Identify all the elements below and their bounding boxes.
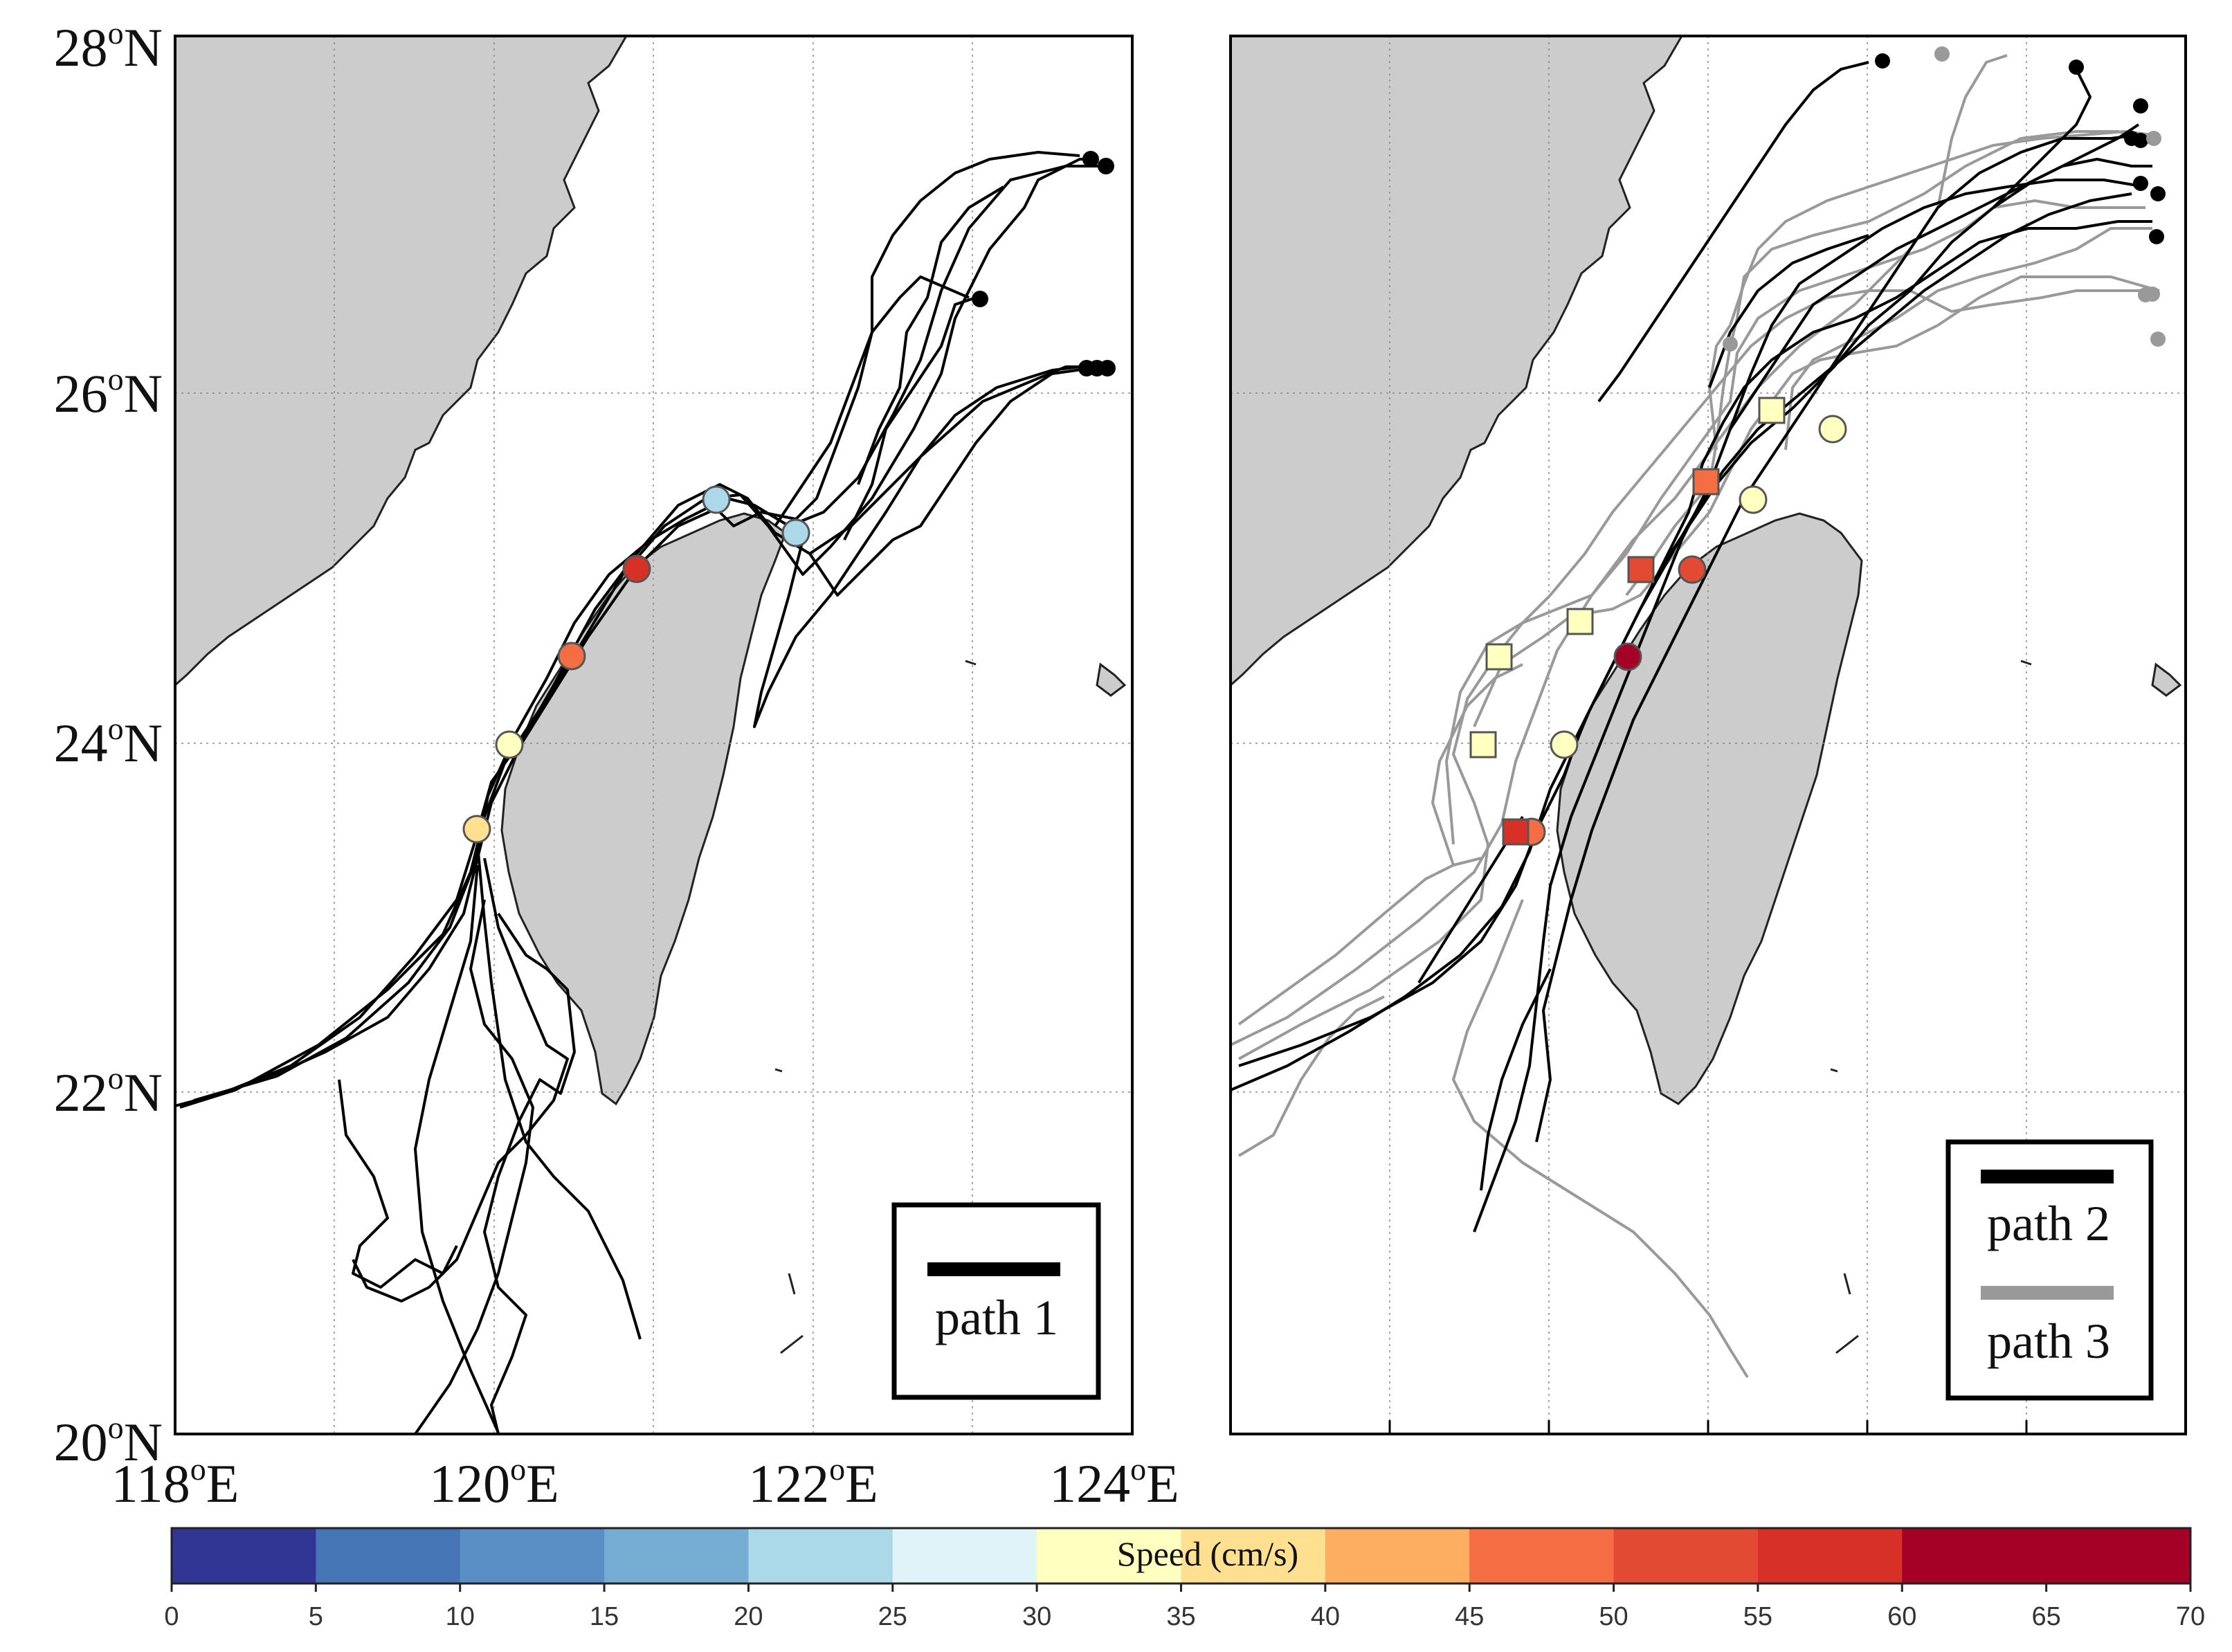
left-map-panel: path 1 bbox=[174, 35, 1134, 1435]
colorbar-tick-label: 5 bbox=[309, 1602, 323, 1631]
speed-marker bbox=[1613, 642, 1642, 671]
right-mainland-land bbox=[1231, 36, 1683, 687]
speed-colorbar: Speed (cm/s) 0 5 10 15 20 25 30 35 40 45 50 55 60 65 7… bbox=[164, 1527, 2205, 1631]
left-path1-trajectories bbox=[175, 151, 1101, 1434]
colorbar-segment bbox=[460, 1528, 605, 1583]
lat-tick-22: 22oN bbox=[54, 1060, 163, 1123]
latitude-axis-labels: 28oN 26oN 24oN 22oN 20oN bbox=[54, 15, 163, 1472]
lon-tick-122: 122oE bbox=[748, 1451, 878, 1514]
speed-marker bbox=[1485, 643, 1513, 671]
speed-marker bbox=[1502, 818, 1530, 846]
colorbar-segments bbox=[172, 1528, 2191, 1583]
right-speed-markers bbox=[1469, 397, 1847, 846]
colorbar-tick-label: 65 bbox=[2032, 1602, 2061, 1631]
right-legend: path 2 path 3 bbox=[1945, 1139, 2154, 1401]
speed-marker bbox=[1469, 731, 1497, 759]
colorbar-tick-label: 50 bbox=[1599, 1602, 1628, 1631]
speed-marker bbox=[557, 642, 586, 671]
right-map-panel: path 2 path 3 bbox=[1229, 35, 2187, 1435]
lat-tick-28: 28oN bbox=[54, 15, 163, 78]
lat-tick-24: 24oN bbox=[54, 711, 163, 773]
legend-label-path3: path 3 bbox=[1987, 1314, 2110, 1369]
speed-marker bbox=[781, 518, 810, 547]
speed-marker bbox=[495, 730, 524, 759]
right-islets bbox=[1830, 660, 2032, 1354]
speed-marker bbox=[622, 554, 651, 583]
speed-marker bbox=[1627, 556, 1655, 583]
colorbar-segment bbox=[1469, 1528, 1615, 1583]
colorbar-segment bbox=[2046, 1528, 2191, 1583]
colorbar-tick-label: 15 bbox=[590, 1602, 619, 1631]
speed-marker bbox=[462, 815, 491, 844]
colorbar-ticks: 0 5 10 15 20 25 30 35 40 45 50 55 60 65 70 bbox=[164, 1583, 2205, 1631]
speed-marker bbox=[1758, 397, 1786, 424]
left-islets bbox=[774, 660, 977, 1354]
left-legend: path 1 bbox=[891, 1202, 1101, 1400]
lon-tick-120: 120oE bbox=[429, 1451, 559, 1514]
left-island bbox=[1096, 662, 1127, 697]
lon-tick-118: 118oE bbox=[111, 1451, 239, 1514]
left-trajectory-endpoints bbox=[972, 151, 1116, 376]
colorbar-tick-label: 10 bbox=[446, 1602, 475, 1631]
speed-marker bbox=[1692, 468, 1720, 496]
colorbar-label: Speed (cm/s) bbox=[1117, 1534, 1298, 1573]
colorbar-segment bbox=[1037, 1528, 1181, 1583]
speed-marker bbox=[1566, 608, 1594, 635]
right-trajectory-endpoints bbox=[1723, 46, 2166, 352]
colorbar-segment bbox=[1325, 1528, 1470, 1583]
left-speed-markers bbox=[462, 485, 810, 844]
speed-marker bbox=[1550, 730, 1579, 759]
speed-marker bbox=[1739, 485, 1768, 514]
speed-marker bbox=[702, 485, 731, 514]
lat-tick-26: 26oN bbox=[54, 361, 163, 424]
colorbar-tick-label: 55 bbox=[1743, 1602, 1772, 1631]
colorbar-segment bbox=[1757, 1528, 1903, 1583]
colorbar-tick-label: 60 bbox=[1887, 1602, 1916, 1631]
lon-tick-124: 124oE bbox=[1049, 1451, 1179, 1514]
colorbar-tick-label: 20 bbox=[734, 1602, 763, 1631]
right-path3-trajectories bbox=[1231, 54, 2160, 1379]
colorbar-tick-label: 45 bbox=[1455, 1602, 1484, 1631]
colorbar-segment bbox=[172, 1528, 316, 1583]
colorbar-segment bbox=[604, 1528, 749, 1583]
legend-label-path2: path 2 bbox=[1987, 1196, 2110, 1251]
left-gridlines bbox=[175, 36, 1132, 1434]
colorbar-segment bbox=[892, 1528, 1037, 1583]
colorbar-segment bbox=[1181, 1528, 1326, 1583]
colorbar-segment bbox=[748, 1528, 893, 1583]
colorbar-segment bbox=[1613, 1528, 1759, 1583]
lat-tick-20: 20oN bbox=[54, 1410, 163, 1472]
legend-label-path1: path 1 bbox=[935, 1290, 1058, 1345]
colorbar-tick-label: 25 bbox=[878, 1602, 907, 1631]
colorbar-segment bbox=[316, 1528, 461, 1583]
colorbar-tick-label: 70 bbox=[2176, 1602, 2205, 1631]
colorbar-tick-label: 30 bbox=[1022, 1602, 1051, 1631]
speed-marker bbox=[1818, 415, 1847, 444]
right-island bbox=[2151, 662, 2182, 697]
speed-marker bbox=[1678, 555, 1707, 584]
colorbar-tick-label: 35 bbox=[1166, 1602, 1195, 1631]
left-mainland-land bbox=[175, 36, 628, 687]
colorbar-tick-label: 0 bbox=[164, 1602, 179, 1631]
left-map-frame bbox=[174, 35, 1134, 1435]
longitude-axis-labels: 118oE 120oE 122oE 124oE bbox=[111, 1451, 1179, 1514]
colorbar-tick-label: 40 bbox=[1311, 1602, 1340, 1631]
right-x-tick-marks bbox=[1388, 1420, 2028, 1434]
colorbar-segment bbox=[1902, 1528, 2047, 1583]
